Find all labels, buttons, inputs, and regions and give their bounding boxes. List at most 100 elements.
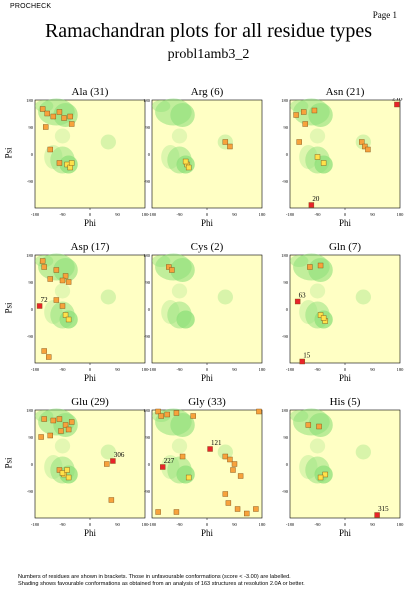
residue-point [185,164,192,171]
outlier-point [394,101,400,108]
residue-point [222,491,229,497]
x-tick-label: 90 [115,367,120,372]
page-title: Ramachandran plots for all residue types [44,20,373,42]
residue-point [190,413,196,419]
residue-point [155,509,161,515]
outlier-point [308,202,315,208]
residue-point [59,470,66,476]
x-axis-label: Phi [200,528,213,538]
favourable-region [299,455,318,479]
y-tick-label: 0 [148,152,151,157]
residue-point [164,411,170,418]
residue-point [305,422,312,428]
residue-label: 315 [378,505,389,513]
x-tick-label: 90 [232,212,237,217]
residue-point [302,121,308,127]
x-tick-label: -180 [31,522,40,527]
x-tick-label: -90 [60,367,67,372]
y-tick-label: -90 [27,179,34,184]
y-tick-label: 90 [29,435,34,440]
x-axis-label: Phi [338,218,351,228]
residue-point [67,164,73,171]
plot-title: Ala (31) [71,86,109,98]
ramachandran-plot: -180 -90 0 90 180 180 90 0 -90 306 [26,408,149,527]
residue-point [65,474,72,481]
favourable-region [100,444,116,460]
plot-title: Gln (7) [328,241,362,253]
residue-point [104,461,110,467]
residue-point [108,497,115,503]
residue-point [59,303,66,309]
residue-point [62,273,69,279]
residue-point [53,267,60,273]
residue-point [41,264,47,270]
y-tick-label: 180 [281,253,289,258]
favourable-region [171,283,188,299]
residue-point [47,146,53,153]
x-tick-label: 0 [344,522,347,527]
x-axis-label: Phi [200,218,213,228]
x-tick-label: 0 [206,367,209,372]
ramachandran-plot: -180 -90 0 90 180 180 90 0 -90 [26,98,149,217]
residue-point [58,428,64,434]
favourable-region [309,438,326,454]
y-tick-label: 180 [26,253,34,258]
page-subtitle: probl1amb3_2 [167,47,250,62]
residue-point [41,416,47,422]
y-tick-label: -90 [282,489,289,494]
x-tick-label: -90 [177,522,184,527]
y-axis-label: Psi [3,302,14,314]
ramachandran-plot: -180 -90 0 90 180 180 90 0 -90 315 [281,408,404,527]
residue-point [227,456,233,463]
x-tick-label: 90 [370,212,375,217]
x-tick-label: 180 [259,522,267,527]
x-tick-label: -180 [148,522,157,527]
favourable-region [290,410,309,422]
favourable-region [167,456,192,484]
x-tick-label: 90 [232,522,237,527]
x-tick-label: 180 [259,367,267,372]
residue-point [320,315,327,321]
residue-point [65,279,72,285]
x-tick-label: -180 [31,212,40,217]
x-tick-label: 180 [259,212,267,217]
residue-point [65,426,72,433]
residue-point [41,348,47,354]
favourable-region [35,410,54,422]
residue-point [68,121,75,127]
y-tick-label: 0 [148,462,151,467]
residue-point [64,467,70,473]
plot-title: His (5) [329,396,361,408]
favourable-region [305,146,330,174]
residue-point [244,510,250,517]
favourable-region [54,128,71,144]
x-tick-label: 0 [89,522,92,527]
residue-point [166,264,172,270]
x-axis-label: Phi [83,528,96,538]
residue-point [317,312,324,318]
favourable-region [44,455,63,479]
residue-label: 121 [211,439,222,447]
ramachandran-plot: -180 -90 0 90 180 180 90 0 -90 [143,253,267,372]
residue-point [365,146,371,153]
y-tick-label: -90 [282,179,289,184]
plot-title: Asp (17) [70,241,110,253]
residue-point [173,509,180,515]
outlier-point [110,458,116,464]
favourable-region [100,134,116,150]
favourable-region [355,289,371,305]
residue-point [311,107,318,114]
residue-point [67,113,73,120]
favourable-region [53,103,78,127]
residue-point [46,354,52,360]
outlier-point [207,446,213,452]
outlier-point [294,298,301,305]
favourable-region [355,444,371,460]
plot-title: Gly (33) [188,396,226,408]
favourable-region [54,438,71,454]
y-tick-label: 180 [143,253,151,258]
program-name: PROCHECK [10,3,52,10]
favourable-region [170,258,195,282]
favourable-region [35,100,54,112]
x-tick-label: 0 [344,367,347,372]
